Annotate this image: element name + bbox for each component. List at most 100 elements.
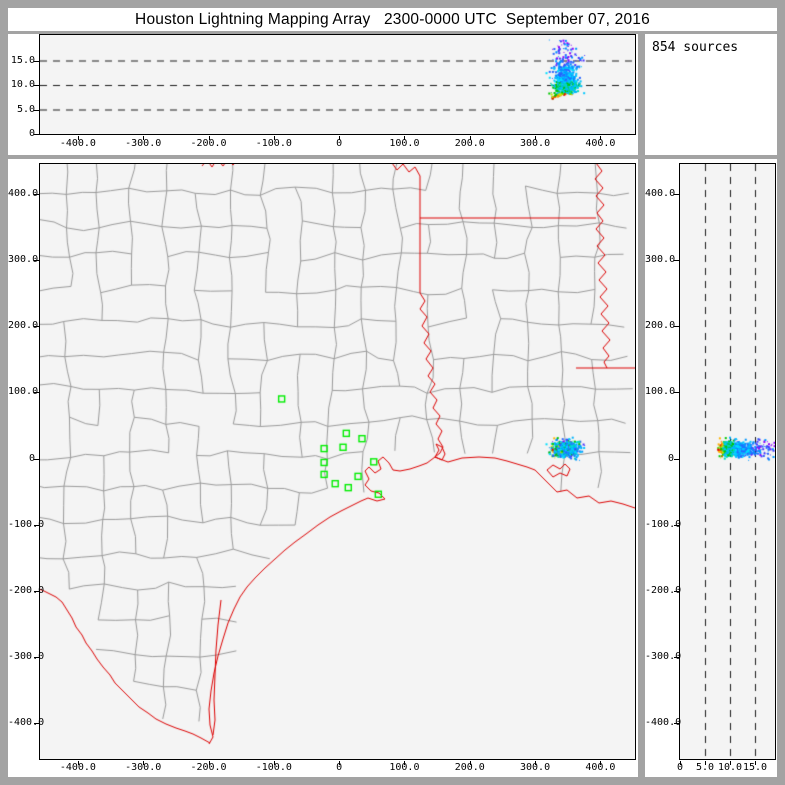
- x-tick-label: -400.0: [59, 138, 96, 149]
- tick-mark: [600, 761, 602, 765]
- tick-mark: [34, 723, 39, 725]
- tick-mark: [339, 136, 341, 140]
- ew-altitude-canvas: [40, 35, 635, 134]
- y-tick-label: 15.0: [10, 54, 35, 66]
- y-tick-label: -200.0: [645, 584, 682, 596]
- x-tick-label: 0: [336, 138, 343, 149]
- tick-mark: [674, 458, 679, 460]
- y-tick-label: 0: [667, 452, 674, 464]
- x-tick-label: 10.0: [717, 762, 743, 773]
- x-tick-label: 100.0: [389, 762, 420, 773]
- y-tick-label: 200.0: [645, 320, 676, 332]
- tick-mark: [34, 458, 39, 460]
- tick-mark: [339, 761, 341, 765]
- y-tick-label: 5.0: [16, 103, 35, 115]
- page-title: Houston Lightning Mapping Array 2300-000…: [135, 10, 650, 28]
- x-tick-label: 0: [676, 762, 684, 773]
- tick-mark: [755, 761, 756, 765]
- tick-mark: [34, 590, 39, 592]
- tick-mark: [404, 136, 406, 140]
- y-tick-label: -300.0: [645, 651, 682, 663]
- tick-mark: [208, 136, 210, 140]
- y-tick-label: 300.0: [645, 253, 676, 265]
- y-tick-label: -100.0: [645, 518, 682, 530]
- tick-mark: [730, 761, 731, 765]
- y-tick-label: 100.0: [8, 386, 39, 398]
- tick-mark: [600, 136, 602, 140]
- tick-mark: [34, 85, 39, 86]
- x-tick-label: 0: [336, 762, 343, 773]
- plan-view-canvas: [40, 164, 635, 759]
- tick-mark: [674, 590, 679, 592]
- x-tick-label: -200.0: [190, 138, 227, 149]
- tick-mark: [143, 136, 145, 140]
- y-tick-label: 0: [28, 452, 35, 464]
- y-tick-label: -400.0: [8, 717, 45, 729]
- sources-panel: 854 sources: [645, 34, 777, 155]
- tick-mark: [674, 657, 679, 659]
- tick-mark: [34, 392, 39, 394]
- x-tick-label: 15.0: [742, 762, 768, 773]
- tick-mark: [535, 761, 537, 765]
- x-tick-label: -300.0: [125, 762, 162, 773]
- tick-mark: [34, 109, 39, 111]
- tick-mark: [34, 326, 39, 328]
- x-tick-label: -200.0: [190, 762, 227, 773]
- y-tick-label: 10.0: [10, 79, 35, 90]
- tick-mark: [34, 259, 39, 261]
- tick-mark: [674, 392, 679, 394]
- x-tick-label: -100.0: [255, 762, 292, 773]
- tick-mark: [674, 723, 679, 725]
- plan-view-panel: -400.0 -300.0 -200.0 -100.0 0 100.0 200.0 300.0…: [8, 159, 638, 777]
- y-tick-label: -300.0: [8, 651, 45, 663]
- sources-count-label: 854 sources: [652, 40, 739, 55]
- tick-mark: [34, 193, 39, 195]
- tick-mark: [34, 60, 39, 62]
- tick-mark: [674, 193, 679, 195]
- x-tick-label: 300.0: [520, 762, 551, 773]
- x-tick-label: 200.0: [454, 762, 485, 773]
- x-tick-label: -300.0: [125, 138, 162, 149]
- x-tick-label: 100.0: [389, 138, 420, 149]
- y-tick-label: 300.0: [8, 253, 39, 265]
- x-tick-label: 200.0: [454, 138, 485, 149]
- y-tick-label: 200.0: [8, 320, 39, 332]
- y-tick-label: 400.0: [8, 187, 39, 199]
- tick-mark: [34, 524, 39, 526]
- tick-mark: [404, 761, 406, 765]
- x-tick-label: 400.0: [585, 762, 616, 773]
- tick-mark: [77, 136, 79, 140]
- tick-mark: [469, 136, 471, 140]
- x-tick-label: 5.0: [695, 762, 715, 773]
- ew-altitude-plot: [39, 34, 636, 135]
- x-tick-label: -100.0: [255, 138, 292, 149]
- tick-mark: [34, 134, 39, 135]
- tick-mark: [143, 761, 145, 765]
- x-tick-label: 300.0: [520, 138, 551, 149]
- y-tick-label: -400.0: [645, 717, 682, 729]
- tick-mark: [674, 524, 679, 526]
- tick-mark: [674, 326, 679, 328]
- tick-mark: [469, 761, 471, 765]
- x-tick-label: 400.0: [585, 138, 616, 149]
- tick-mark: [705, 761, 706, 765]
- tick-mark: [273, 761, 275, 765]
- tick-mark: [77, 761, 79, 765]
- y-tick-label: 400.0: [645, 187, 676, 199]
- ns-altitude-plot: [679, 163, 776, 760]
- y-tick-label: 0: [28, 128, 35, 139]
- y-tick-label: -100.0: [8, 518, 45, 530]
- tick-mark: [674, 259, 679, 261]
- tick-mark: [535, 136, 537, 140]
- x-tick-label: -400.0: [59, 762, 96, 773]
- y-tick-label: -200.0: [8, 584, 45, 596]
- y-tick-label: 100.0: [645, 386, 676, 398]
- tick-mark: [208, 761, 210, 765]
- ew-altitude-panel: -400.0 -300.0 -200.0 -100.0 0 100.0 200.0 300.0…: [8, 34, 638, 155]
- tick-mark: [273, 136, 275, 140]
- ns-altitude-canvas: [680, 164, 775, 759]
- title-bar: Houston Lightning Mapping Array 2300-000…: [8, 8, 777, 31]
- tick-mark: [34, 657, 39, 659]
- tick-mark: [680, 761, 681, 765]
- plan-view-plot: [39, 163, 636, 760]
